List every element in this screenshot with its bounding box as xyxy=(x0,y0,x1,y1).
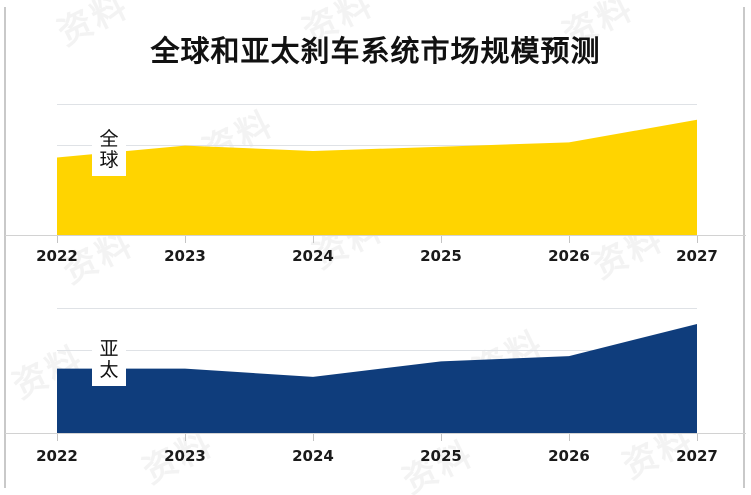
plot-area-apac xyxy=(0,298,751,438)
x-tick-label-apac-2: 2024 xyxy=(292,447,334,465)
gridline-apac-lower xyxy=(57,350,697,351)
series-label-global-char-1: 球 xyxy=(99,149,119,172)
area-series-apac xyxy=(57,323,697,433)
area-path-apac xyxy=(57,323,697,433)
area-path-global xyxy=(57,119,697,235)
x-axis-labels-global: 2022 2023 2024 2025 2026 2027 xyxy=(0,247,751,269)
plot-area-global xyxy=(0,95,751,241)
chart-panel-apac: 2022 2023 2024 2025 2026 2027 亚 太 xyxy=(0,298,751,488)
page-title: 全球和亚太刹车系统市场规模预测 xyxy=(150,34,601,68)
series-label-apac: 亚 太 xyxy=(92,336,126,386)
series-label-apac-char-1: 太 xyxy=(99,359,119,382)
x-tick-label-apac-0: 2022 xyxy=(36,447,78,465)
x-tick-label-global-3: 2025 xyxy=(420,247,462,265)
chart-panel-global: 2022 2023 2024 2025 2026 2027 全 球 xyxy=(0,95,751,280)
page-frame xyxy=(4,7,745,488)
x-tick-label-global-1: 2023 xyxy=(164,247,206,265)
gridline-global-lower xyxy=(57,145,697,146)
axis-line-global xyxy=(5,235,746,236)
axis-line-apac xyxy=(5,433,746,434)
gridline-apac-upper xyxy=(57,308,697,309)
x-axis-labels-apac: 2022 2023 2024 2025 2026 2027 xyxy=(0,447,751,469)
x-tick-label-apac-3: 2025 xyxy=(420,447,462,465)
x-tick-label-global-2: 2024 xyxy=(292,247,334,265)
series-label-global-char-0: 全 xyxy=(99,128,119,150)
series-label-apac-char-0: 亚 xyxy=(99,338,119,360)
x-tick-label-apac-1: 2023 xyxy=(164,447,206,465)
x-tick-label-apac-4: 2026 xyxy=(548,447,590,465)
series-label-global: 全 球 xyxy=(92,126,126,176)
x-tick-label-global-0: 2022 xyxy=(36,247,78,265)
gridline-global-upper xyxy=(57,104,697,105)
x-tick-label-global-5: 2027 xyxy=(676,247,718,265)
area-series-global xyxy=(57,119,697,235)
x-tick-label-apac-5: 2027 xyxy=(676,447,718,465)
x-tick-label-global-4: 2026 xyxy=(548,247,590,265)
